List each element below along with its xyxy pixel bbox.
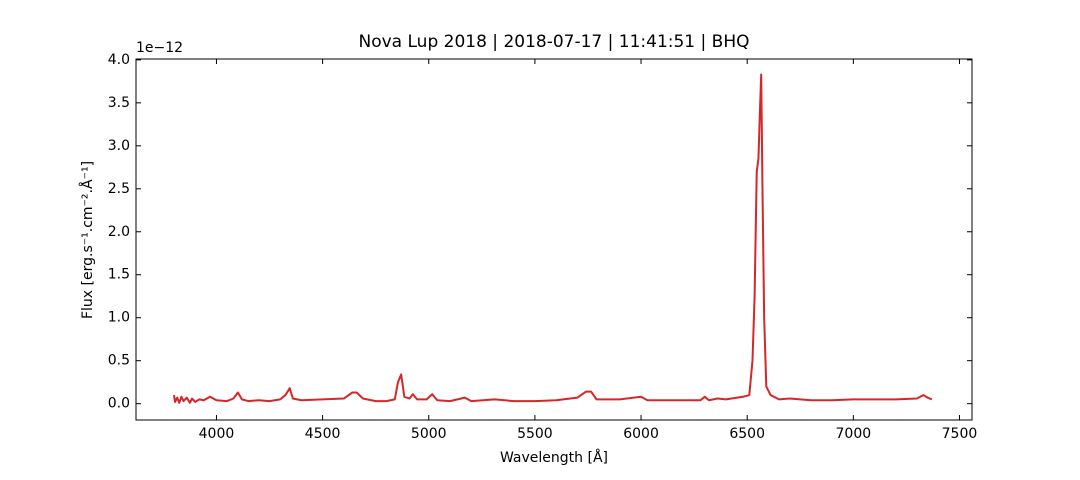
x-tick-label: 7500 xyxy=(942,426,978,442)
y-tick-label: 3.0 xyxy=(108,138,130,154)
x-tick-label: 5000 xyxy=(411,426,447,442)
chart-title: Nova Lup 2018 | 2018-07-17 | 11:41:51 | … xyxy=(359,32,750,52)
x-tick-label: 7000 xyxy=(836,426,872,442)
y-offset-label: 1e−12 xyxy=(136,40,183,56)
plot-frame xyxy=(135,58,973,421)
x-axis-label: Wavelength [Å] xyxy=(500,449,608,466)
y-tick-label: 3.5 xyxy=(108,95,130,111)
x-tick-label: 5500 xyxy=(517,426,553,442)
y-tick-label: 4.0 xyxy=(108,52,130,68)
y-tick-label: 0.5 xyxy=(108,353,130,369)
y-tick-label: 2.0 xyxy=(108,224,130,240)
x-tick-label: 6000 xyxy=(623,426,659,442)
spectrum-line xyxy=(173,73,933,404)
y-tick-label: 2.5 xyxy=(108,181,130,197)
x-tick-label: 4000 xyxy=(199,426,235,442)
x-tick-label: 6500 xyxy=(729,426,765,442)
y-tick-label: 1.0 xyxy=(108,310,130,326)
y-tick-label: 1.5 xyxy=(108,267,130,283)
y-axis-label: Flux [erg.s⁻¹.cm⁻².Å⁻¹] xyxy=(79,161,96,319)
x-tick-label: 4500 xyxy=(305,426,341,442)
y-tick-label: 0.0 xyxy=(108,396,130,412)
